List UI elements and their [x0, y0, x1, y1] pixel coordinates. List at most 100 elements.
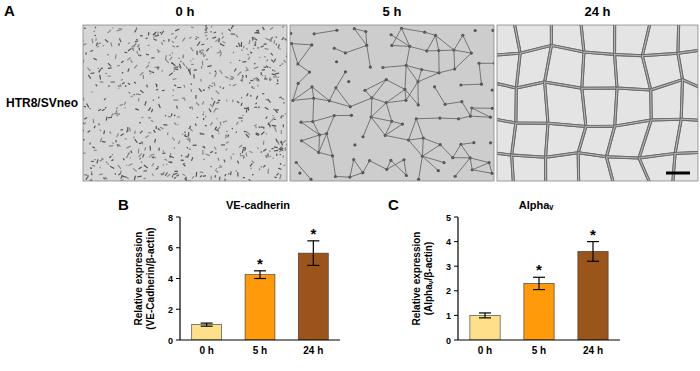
cell	[283, 124, 285, 127]
cell	[279, 174, 281, 175]
chart-title: VE-cadherin	[226, 199, 290, 211]
cell	[172, 41, 174, 43]
cell	[169, 73, 173, 76]
cell	[205, 26, 207, 31]
cell	[226, 100, 227, 102]
cell	[257, 47, 259, 48]
cell-sprout	[454, 35, 463, 50]
cell	[150, 73, 151, 75]
cell	[178, 57, 180, 59]
cell-sprout	[461, 143, 474, 145]
cell	[168, 161, 172, 163]
cell	[258, 106, 259, 108]
cell	[195, 124, 197, 126]
cell	[232, 100, 233, 103]
cell	[106, 161, 107, 163]
panel-label: C	[388, 196, 399, 213]
cell	[195, 38, 197, 40]
cell	[139, 153, 142, 157]
cell	[139, 142, 142, 144]
y-tick-label: 5	[446, 213, 451, 223]
cell	[140, 55, 141, 56]
cell-sprout	[312, 87, 329, 101]
cell-sprout	[416, 118, 440, 120]
cell-cluster	[491, 107, 494, 110]
cell	[203, 111, 204, 112]
cell	[126, 177, 129, 179]
cell	[193, 144, 197, 145]
cell-sprout	[333, 156, 336, 177]
cell	[103, 130, 105, 134]
cell-sprout	[462, 102, 471, 117]
cell-sprout	[392, 28, 402, 45]
cell	[91, 161, 94, 162]
cell-sprout	[461, 144, 470, 158]
cell	[283, 38, 286, 40]
cell	[90, 167, 92, 169]
cell	[121, 134, 124, 136]
cell	[88, 130, 91, 132]
cell	[270, 37, 273, 40]
cell	[144, 177, 146, 179]
cell	[273, 40, 275, 44]
cell	[219, 86, 221, 88]
cell-sprout	[440, 145, 452, 158]
cell	[105, 98, 107, 99]
x-tick-label: 0 h	[199, 345, 213, 356]
cell	[86, 176, 89, 179]
cell	[139, 158, 140, 159]
cell	[214, 147, 216, 150]
cell	[253, 87, 256, 89]
cell	[224, 174, 226, 176]
figure: AHTR8/SVneo0 h5 h24 hBVE-cadherinRelativ…	[0, 0, 700, 371]
cell-cluster	[480, 83, 483, 86]
cell	[103, 178, 105, 179]
cell	[129, 128, 131, 132]
cell	[157, 166, 158, 168]
cell	[192, 58, 193, 60]
cell	[183, 164, 186, 166]
cell	[280, 154, 281, 155]
cell	[176, 175, 179, 177]
cell	[269, 67, 270, 68]
significance-mark: *	[257, 255, 263, 272]
cell	[250, 95, 251, 97]
cell	[162, 152, 165, 154]
cell	[216, 118, 217, 120]
cell	[92, 38, 94, 43]
cell	[220, 50, 222, 54]
cell	[254, 107, 257, 108]
cell	[242, 75, 243, 77]
cell	[123, 158, 124, 160]
cell-sprout	[427, 50, 439, 51]
cell	[165, 55, 166, 60]
cell	[274, 70, 276, 71]
cell-sprout	[406, 46, 409, 65]
cell-sprout	[336, 72, 346, 88]
cell	[168, 39, 169, 42]
cell	[241, 97, 243, 99]
cell	[239, 145, 242, 147]
cell	[267, 153, 268, 155]
cell	[176, 106, 178, 109]
cell	[127, 58, 131, 61]
panel-label: B	[118, 196, 129, 213]
cell-cluster	[361, 135, 364, 138]
cell	[190, 89, 192, 92]
cell-sprout	[439, 50, 454, 52]
cell-cluster	[335, 29, 338, 32]
cell	[206, 154, 210, 156]
cell	[255, 126, 256, 128]
cell	[217, 127, 220, 130]
cell	[160, 32, 161, 34]
cell	[284, 60, 286, 62]
cell	[191, 84, 192, 85]
cell	[272, 148, 274, 150]
cell-cluster	[344, 70, 347, 73]
cell	[166, 163, 168, 165]
cell	[215, 168, 217, 169]
cell	[207, 66, 211, 67]
y-tick-label: 2	[446, 286, 451, 296]
cell	[173, 89, 174, 91]
cell	[247, 54, 249, 56]
